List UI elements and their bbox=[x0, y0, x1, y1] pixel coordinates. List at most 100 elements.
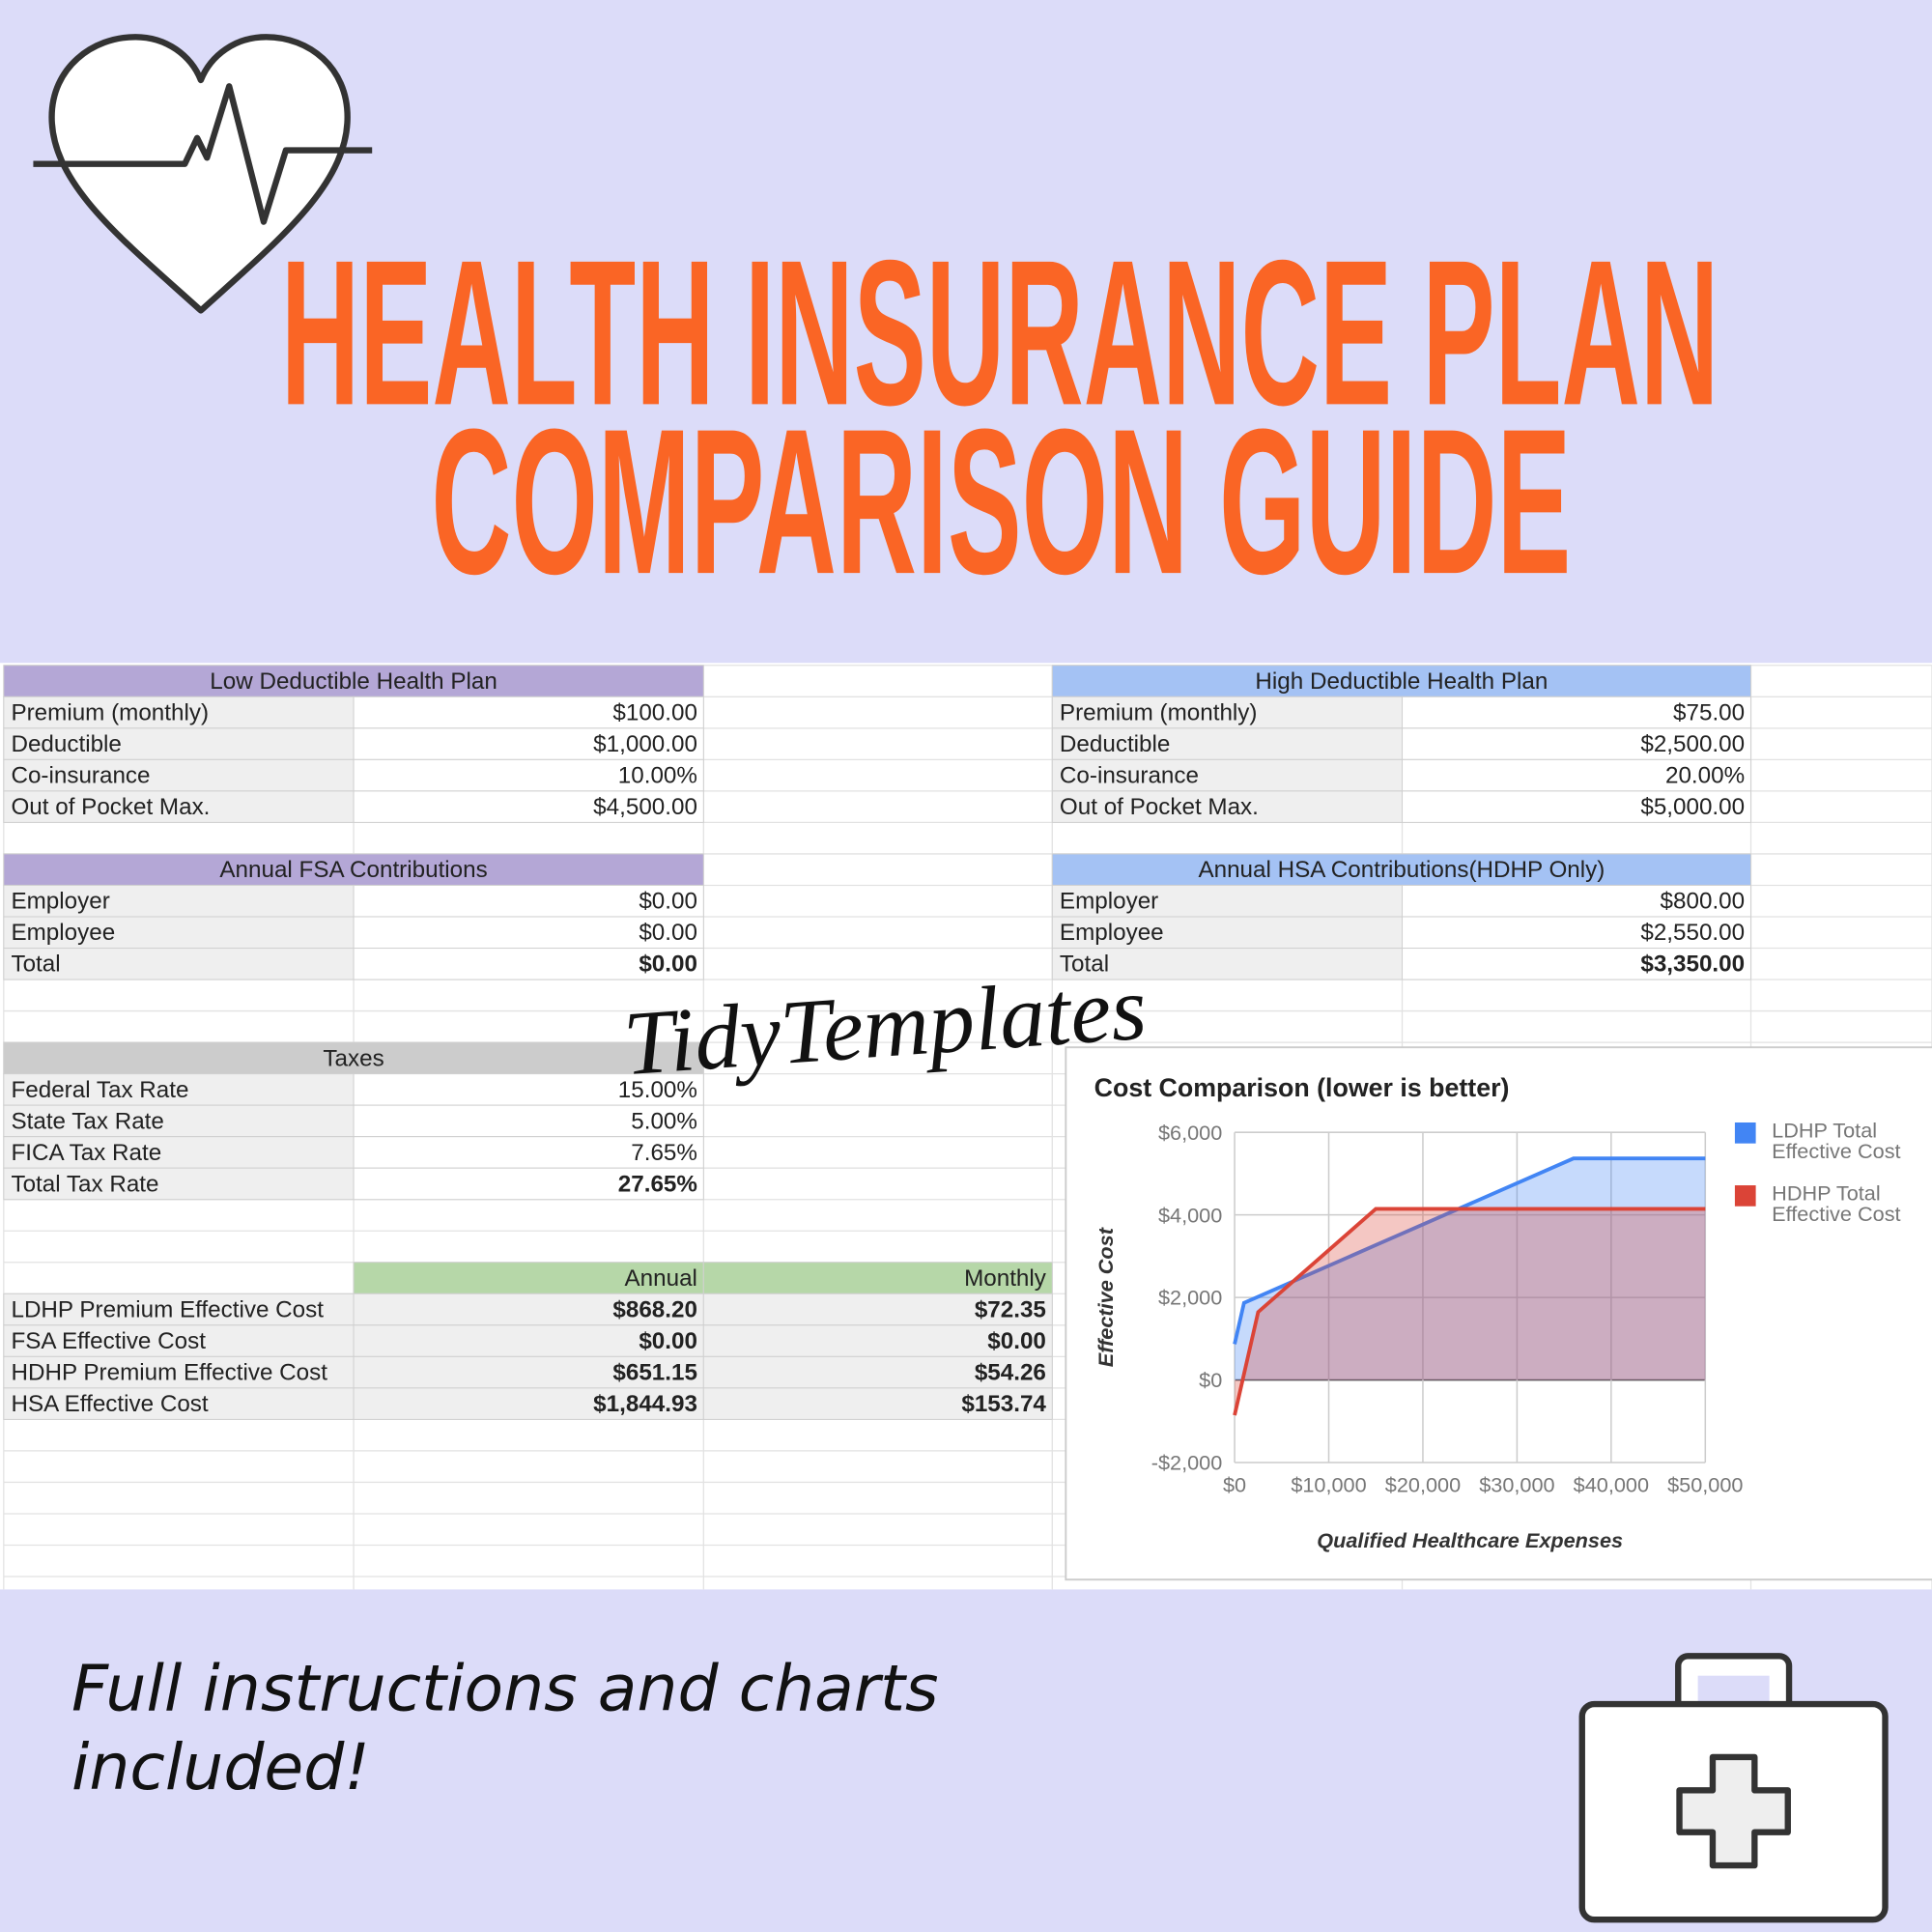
legend-label: HDHP Total Effective Cost bbox=[1772, 1182, 1901, 1227]
cell bbox=[353, 947, 704, 980]
cell bbox=[3, 1136, 355, 1169]
cell bbox=[3, 947, 355, 980]
area bbox=[1235, 1158, 1706, 1380]
cell bbox=[1051, 696, 1404, 729]
cell-text: Monthly bbox=[964, 1265, 1047, 1292]
cell bbox=[353, 727, 704, 760]
cell bbox=[353, 758, 704, 792]
cell bbox=[702, 1355, 1053, 1389]
cell-text: $4,500.00 bbox=[593, 794, 697, 820]
heart-icon bbox=[33, 34, 373, 314]
cell-text: HDHP Premium Effective Cost bbox=[11, 1360, 327, 1386]
cell bbox=[702, 1387, 1053, 1420]
cell bbox=[1051, 853, 1752, 886]
cell-text: High Deductible Health Plan bbox=[1255, 668, 1548, 695]
cell bbox=[3, 758, 355, 792]
cell-text: $2,550.00 bbox=[1640, 920, 1745, 946]
x-axis-title: Qualified Healthcare Expenses bbox=[1317, 1528, 1623, 1552]
cell-text: $0.00 bbox=[639, 952, 697, 978]
cell bbox=[3, 665, 704, 697]
cell bbox=[3, 727, 355, 760]
cell-text: $0.00 bbox=[639, 920, 697, 946]
cell-text: Federal Tax Rate bbox=[11, 1077, 188, 1103]
cell-text: $100.00 bbox=[612, 700, 697, 726]
cell bbox=[3, 1387, 355, 1420]
cell bbox=[1051, 884, 1404, 918]
cell-text: Out of Pocket Max. bbox=[1060, 794, 1259, 820]
cell bbox=[353, 1167, 704, 1201]
cell-text: 15.00% bbox=[618, 1077, 697, 1103]
cell-text: Low Deductible Health Plan bbox=[210, 668, 497, 695]
cell-text: $54.26 bbox=[975, 1360, 1046, 1386]
cell bbox=[702, 1293, 1053, 1326]
cell bbox=[353, 1324, 704, 1357]
cell-text: Annual bbox=[625, 1265, 697, 1292]
cell bbox=[3, 1324, 355, 1357]
cell-text: 10.00% bbox=[618, 763, 697, 789]
cell bbox=[1402, 790, 1752, 823]
cell-text: $0.00 bbox=[639, 1328, 697, 1354]
cell bbox=[353, 790, 704, 823]
chart-box bbox=[1065, 1046, 1932, 1581]
cell-text: LDHP Premium Effective Cost bbox=[11, 1297, 324, 1323]
footer-line: Full instructions and charts bbox=[71, 1650, 939, 1725]
cell bbox=[1402, 947, 1752, 980]
cell bbox=[1402, 696, 1752, 729]
cell-text: $868.20 bbox=[612, 1297, 697, 1323]
cell bbox=[353, 916, 704, 950]
line bbox=[1233, 1207, 1706, 1416]
cell bbox=[3, 884, 355, 918]
cell bbox=[1051, 665, 1752, 697]
medkit-icon bbox=[1578, 1653, 1889, 1923]
x-tick-label: $30,000 bbox=[1479, 1473, 1554, 1497]
cell-text: $75.00 bbox=[1673, 700, 1745, 726]
cell-text: FSA Effective Cost bbox=[11, 1328, 206, 1354]
cell-text: HSA Effective Cost bbox=[11, 1391, 208, 1417]
cell-text: $72.35 bbox=[975, 1297, 1046, 1323]
cell bbox=[3, 1167, 355, 1201]
cell bbox=[3, 1104, 355, 1138]
title: HEALTH INSURANCE PLAN COMPARISON GUIDE bbox=[281, 217, 1719, 617]
x-tick-label: $20,000 bbox=[1385, 1473, 1461, 1497]
cell bbox=[353, 1104, 704, 1138]
x-tick-label: $50,000 bbox=[1667, 1473, 1743, 1497]
cell bbox=[353, 1073, 704, 1106]
cell-text: Taxes bbox=[323, 1045, 384, 1071]
cell-text: $0.00 bbox=[987, 1328, 1046, 1354]
y-tick-label: $0 bbox=[1199, 1368, 1222, 1392]
cell-text: Deductible bbox=[11, 731, 121, 757]
cell-text: 5.00% bbox=[631, 1108, 697, 1134]
cell-text: Deductible bbox=[1060, 731, 1170, 757]
cell-text: Co-insurance bbox=[1060, 763, 1199, 789]
cell-text: Premium (monthly) bbox=[11, 700, 209, 726]
cell-text: $1,000.00 bbox=[593, 731, 697, 757]
line bbox=[1233, 1156, 1706, 1345]
cell-text: Out of Pocket Max. bbox=[11, 794, 210, 820]
y-tick-label: $6,000 bbox=[1158, 1121, 1222, 1145]
cell bbox=[1051, 790, 1404, 823]
cell bbox=[1051, 758, 1404, 792]
legend-label-box: HDHP Total Effective Cost bbox=[1772, 1182, 1901, 1227]
cell bbox=[353, 1387, 704, 1420]
x-tick-label: $40,000 bbox=[1574, 1473, 1649, 1497]
legend-swatch bbox=[1734, 1122, 1756, 1144]
footer: Full instructions and charts included! bbox=[71, 1650, 939, 1804]
chart: Cost Comparison (lower is better) -$2,000… bbox=[1094, 1073, 1901, 1552]
cell bbox=[353, 1136, 704, 1169]
cell-text: $153.74 bbox=[961, 1391, 1046, 1417]
cell-text: Annual HSA Contributions(HDHP Only) bbox=[1198, 857, 1605, 883]
cell-text: Employee bbox=[1060, 920, 1164, 946]
title-line: HEALTH INSURANCE PLAN bbox=[281, 217, 1719, 448]
cell-text: Premium (monthly) bbox=[1060, 700, 1258, 726]
cell-text: State Tax Rate bbox=[11, 1108, 163, 1134]
cell bbox=[353, 1293, 704, 1326]
legend-swatch bbox=[1734, 1185, 1756, 1207]
cell-text: $651.15 bbox=[612, 1360, 697, 1386]
cell bbox=[3, 916, 355, 950]
area bbox=[1235, 1208, 1706, 1416]
cell bbox=[3, 1073, 355, 1106]
legend-label: LDHP Total Effective Cost bbox=[1772, 1120, 1901, 1164]
